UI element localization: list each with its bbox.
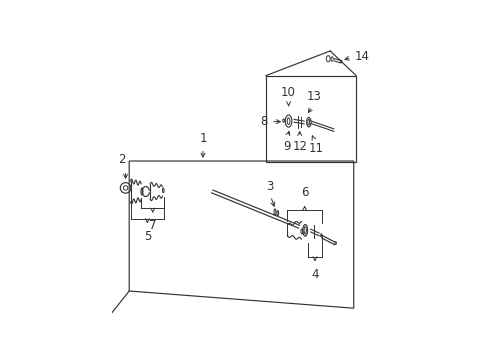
Text: 3: 3	[265, 180, 273, 193]
Text: 9: 9	[283, 140, 290, 153]
Text: 10: 10	[281, 86, 295, 99]
Text: 4: 4	[310, 268, 318, 281]
Text: 6: 6	[300, 186, 308, 199]
Text: 8: 8	[260, 115, 267, 128]
Text: 1: 1	[199, 132, 206, 145]
Text: 5: 5	[143, 230, 151, 243]
Text: 14: 14	[354, 50, 369, 63]
Bar	[265, 76, 355, 162]
Text: 7: 7	[149, 219, 156, 232]
Text: 11: 11	[307, 142, 323, 155]
Text: 2: 2	[118, 153, 126, 166]
Text: 12: 12	[291, 140, 306, 153]
Text: 13: 13	[306, 90, 321, 103]
